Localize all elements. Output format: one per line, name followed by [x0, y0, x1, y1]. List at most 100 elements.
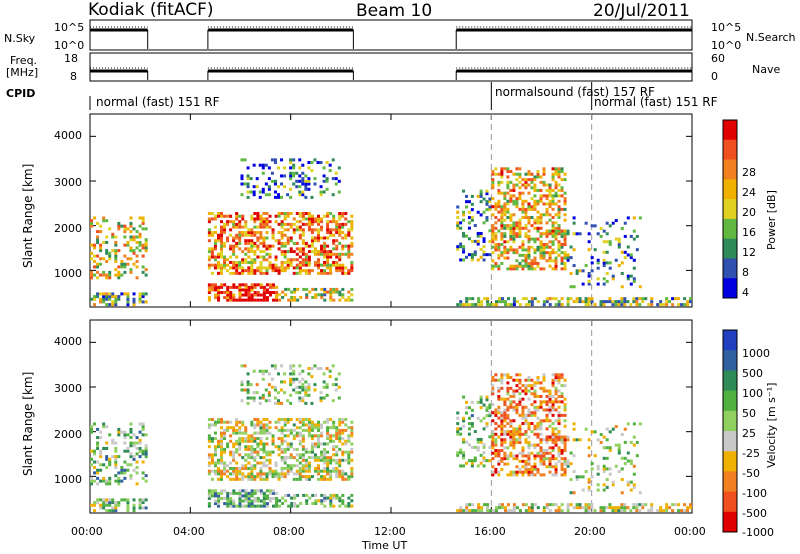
power-cell [471, 297, 475, 301]
power-cell [238, 266, 242, 270]
velocity-cell [566, 503, 570, 507]
power-cell [247, 255, 251, 259]
velocity-cell [96, 446, 100, 450]
velocity-cell [512, 389, 516, 393]
power-cell [126, 303, 130, 307]
velocity-cell [307, 464, 311, 468]
velocity-cell [545, 440, 549, 444]
velocity-cell [332, 423, 336, 427]
velocity-cell [611, 509, 615, 513]
velocity-cell [545, 465, 549, 469]
velocity-cell [111, 501, 115, 505]
power-cell [542, 172, 546, 176]
power-cell [557, 248, 561, 252]
velocity-cell [301, 434, 305, 438]
velocity-cell [129, 444, 133, 448]
power-cell [476, 194, 480, 198]
power-cell [560, 188, 564, 192]
velocity-cell [542, 419, 546, 423]
velocity-cell [530, 503, 534, 507]
velocity-cell [273, 401, 277, 405]
velocity-cell [533, 454, 537, 458]
power-cell [93, 243, 97, 247]
power-cell [524, 199, 528, 203]
velocity-cell [259, 426, 263, 430]
power-cell [265, 222, 269, 226]
velocity-cell [276, 391, 280, 395]
velocity-cell [509, 454, 513, 458]
velocity-cell [223, 472, 227, 476]
power-cell [292, 271, 296, 275]
velocity-cell [530, 413, 534, 417]
velocity-cell [350, 431, 354, 435]
velocity-cell [304, 469, 308, 473]
velocity-cell [500, 386, 504, 390]
power-cell [560, 243, 564, 247]
power-cell [301, 263, 305, 267]
velocity-cell [250, 423, 254, 427]
velocity-cell [542, 400, 546, 404]
velocity-cell [536, 435, 540, 439]
power-cell [515, 234, 519, 238]
velocity-cell [252, 369, 256, 373]
velocity-cell [563, 446, 567, 450]
power-cell [488, 239, 492, 243]
velocity-cell [226, 464, 230, 468]
velocity-cell [503, 416, 507, 420]
power-cell [500, 170, 504, 174]
power-cell [524, 207, 528, 211]
velocity-cell [350, 447, 354, 451]
velocity-cell [293, 496, 297, 500]
velocity-cell [554, 457, 558, 461]
power-cell [246, 190, 250, 194]
velocity-colorbar-swatch [723, 491, 737, 513]
power-cell [521, 253, 525, 257]
power-cell [503, 232, 507, 236]
power-cell [329, 228, 333, 232]
velocity-cell [500, 438, 504, 442]
velocity-cell [548, 435, 552, 439]
power-cell [301, 231, 305, 235]
power-cell [539, 199, 543, 203]
velocity-cell [503, 509, 507, 513]
power-cell [557, 213, 561, 217]
velocity-cell [563, 443, 567, 447]
velocity-cell [220, 450, 224, 454]
velocity-cell [332, 434, 336, 438]
velocity-cell [229, 499, 233, 503]
power-cell [626, 245, 630, 249]
power-cell [533, 218, 537, 222]
velocity-cell [105, 509, 109, 513]
velocity-cell [482, 403, 486, 407]
velocity-cell [332, 493, 336, 497]
power-cell [247, 247, 251, 251]
velocity-cell [259, 428, 263, 432]
velocity-cell [268, 450, 272, 454]
velocity-cell [533, 413, 537, 417]
power-cell [521, 259, 525, 263]
power-cell [275, 290, 279, 294]
power-cell [329, 252, 333, 256]
velocity-cell [123, 498, 127, 502]
velocity-cell [587, 446, 591, 450]
power-cell [313, 260, 317, 264]
velocity-cell [587, 477, 591, 481]
power-cell [114, 240, 118, 244]
velocity-cell [273, 396, 277, 400]
power-cell [280, 195, 284, 199]
velocity-cell [220, 434, 224, 438]
power-cell [292, 228, 296, 232]
power-cell [114, 303, 118, 307]
power-cell [298, 190, 302, 194]
power-cell [599, 226, 603, 230]
velocity-cell [329, 477, 333, 481]
power-cell [581, 282, 585, 286]
velocity-cell [280, 466, 284, 470]
velocity-cell [459, 432, 463, 436]
power-cell [338, 241, 342, 245]
power-cell [322, 179, 326, 183]
power-cell [497, 199, 501, 203]
velocity-cell [602, 467, 606, 471]
velocity-cell [545, 503, 549, 507]
velocity-cell [135, 471, 139, 475]
